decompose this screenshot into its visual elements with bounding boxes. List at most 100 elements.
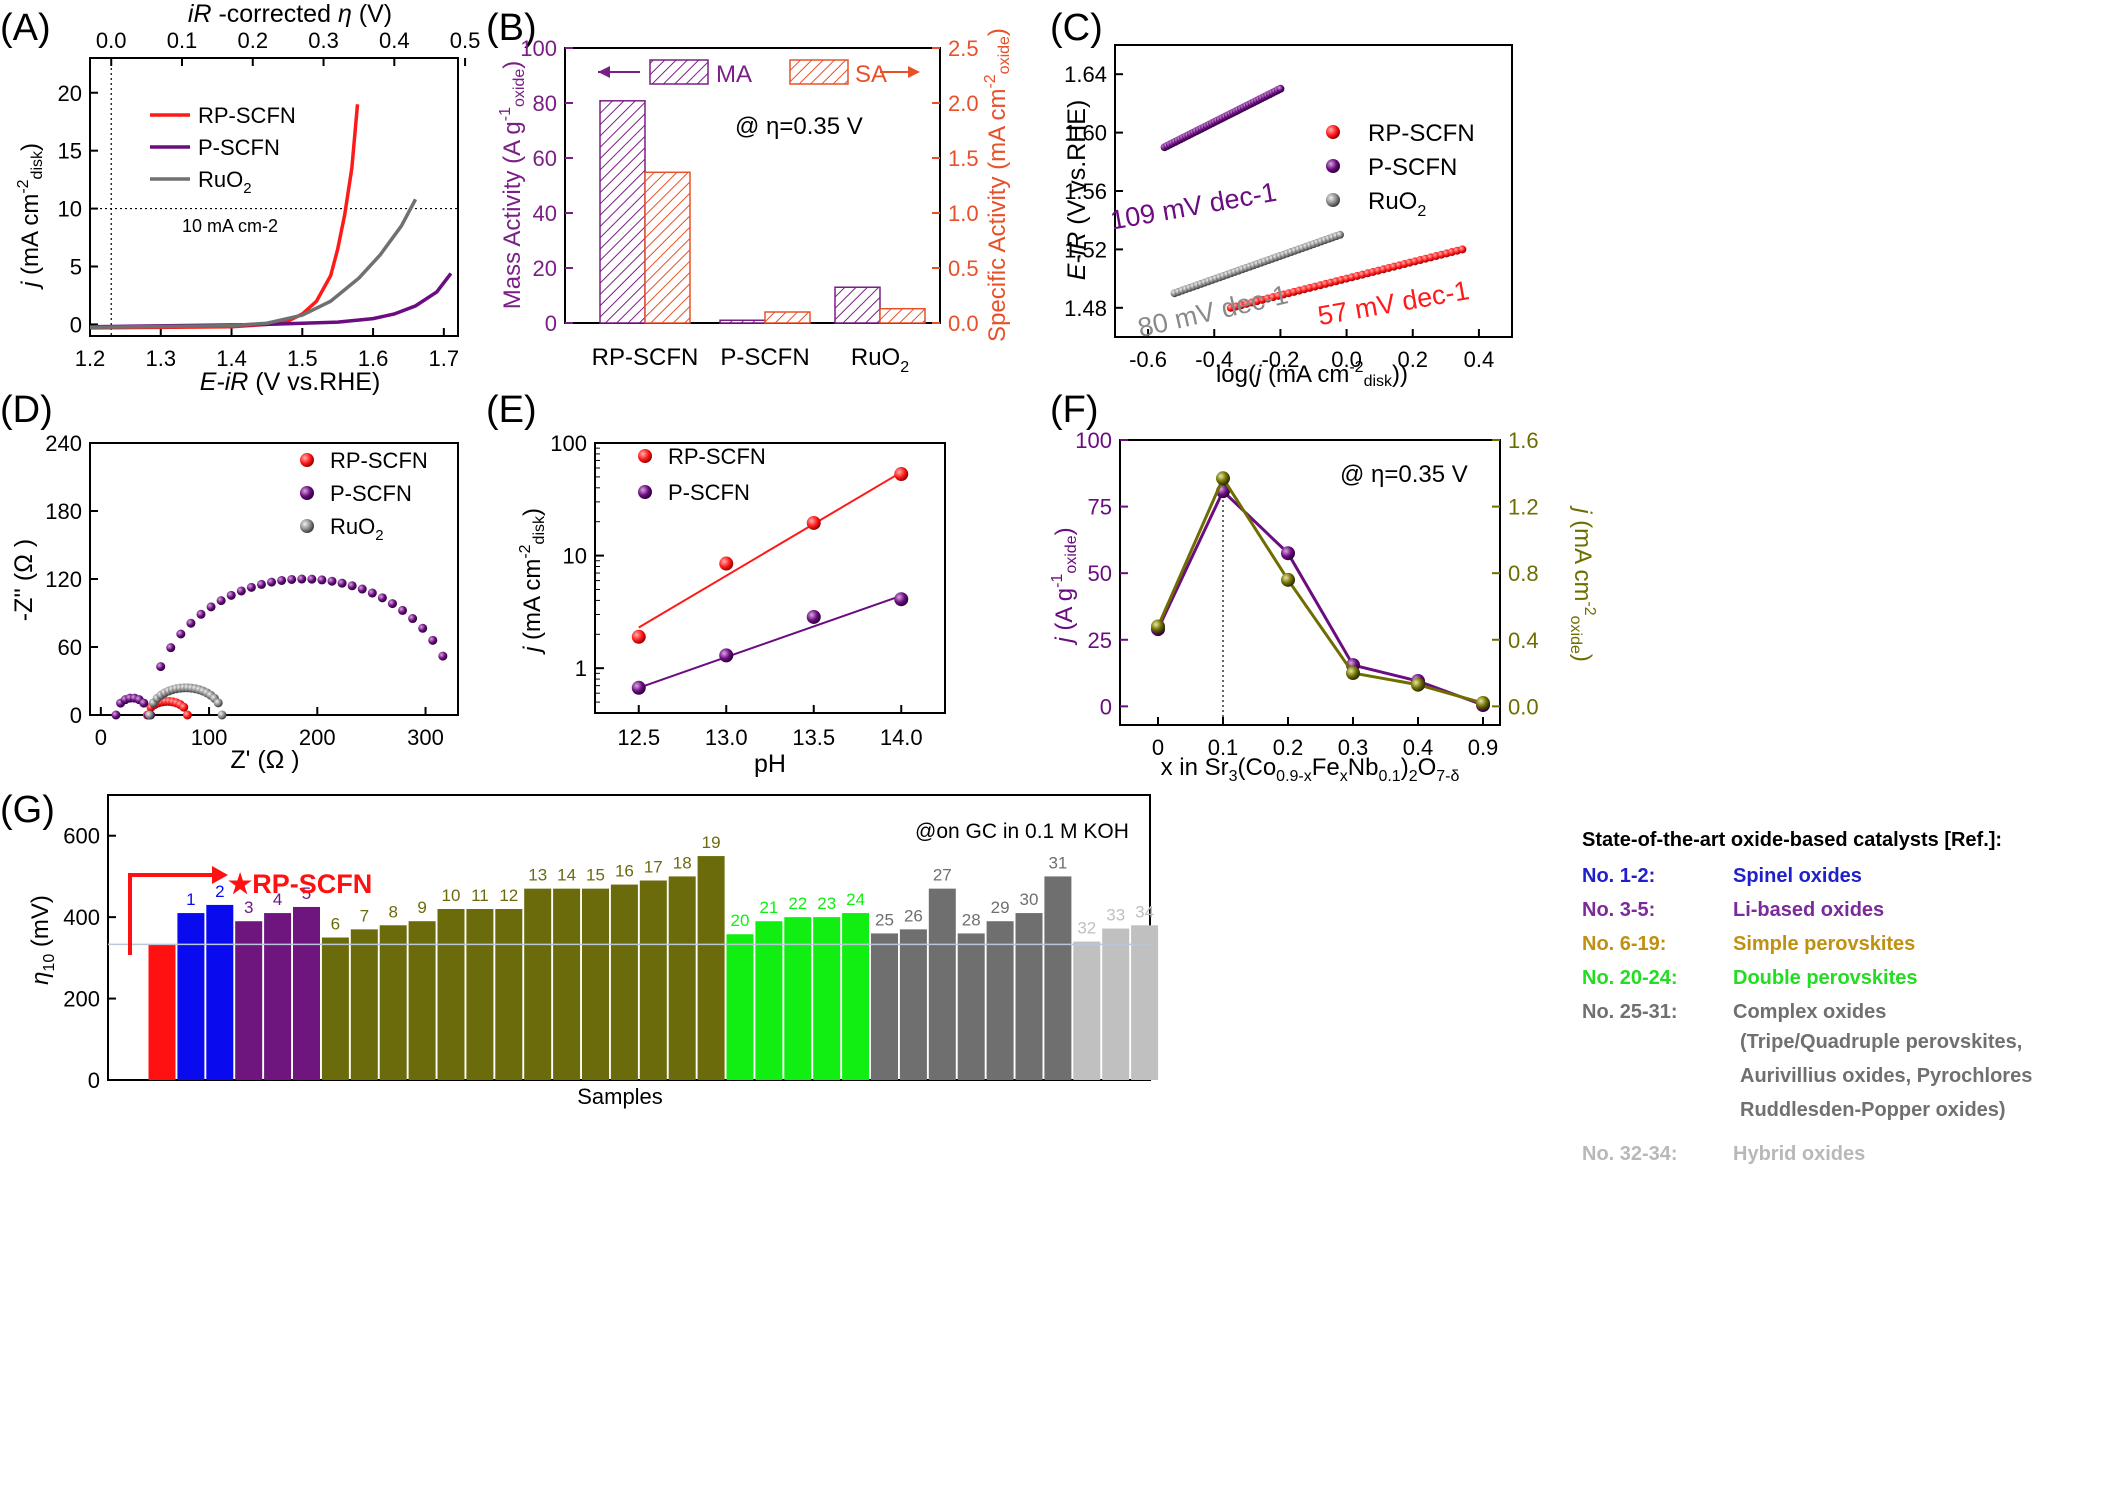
series-line-P-SCFN <box>89 272 453 329</box>
bar-number-label: 20 <box>731 911 750 930</box>
y-tick-label: 120 <box>45 567 82 592</box>
legend-marker <box>300 453 314 467</box>
panel-f-y2label: j (mA cm-2oxide) <box>1567 505 1598 662</box>
legend-row-name: Double perovskites <box>1733 967 1918 989</box>
y-tick-label: 5 <box>70 255 82 280</box>
bar-number-label: 14 <box>557 866 576 885</box>
panel-a: (A) 1.2 1.3 1.4 1.5 1.6 1.7 0 5 10 15 20 0.0 0.1 0.2 0… <box>0 0 480 396</box>
y-tick-label: 240 <box>45 431 82 456</box>
data-point-P-SCFN <box>398 605 408 615</box>
bar-number-label: 22 <box>788 894 807 913</box>
panel-e-ylabel: j (mA cm-2disk) <box>517 508 548 655</box>
data-point-P-SCFN <box>297 574 307 584</box>
panel-b-y2label: Specific Activity (mA cm-2oxide) <box>982 28 1013 342</box>
data-point-P-SCFN <box>317 575 327 585</box>
y2-tick-label: 0.8 <box>1508 561 1539 586</box>
x-tick-label: 13.0 <box>705 725 748 750</box>
y-tick-label: 10 <box>563 544 587 569</box>
top-tick-label: 0.1 <box>167 28 198 53</box>
bar-number-label: 23 <box>817 894 836 913</box>
bar-sample-23 <box>813 917 841 1080</box>
bar-sample-17 <box>639 880 667 1080</box>
series-line-specific <box>1156 475 1484 705</box>
legend-row-name: Hybrid oxides <box>1733 1143 1865 1165</box>
legend-label: P-SCFN <box>1368 154 1457 181</box>
bar-ma-RP-SCFN <box>599 100 646 324</box>
bar-number-label: 7 <box>360 906 369 925</box>
data-point-P-SCFN <box>719 648 734 663</box>
data-point-RP-SCFN <box>719 556 734 571</box>
panel-g-ylabel: η10 (mV) <box>27 895 58 985</box>
legend-row-number: No. 32-34: <box>1582 1143 1678 1165</box>
x-tick-label: 0.9 <box>1468 735 1499 760</box>
data-point-P-SCFN <box>267 577 277 587</box>
panel-c: (C) -0.6 -0.4 -0.2 0.0 0.2 0.4 1.48 1.52 1.56 1.6… <box>1050 7 1513 390</box>
legend-label: RuO2 <box>198 167 252 197</box>
bar-number-label: 13 <box>528 866 547 885</box>
legend-marker <box>300 486 314 500</box>
data-point-P-SCFN <box>166 643 176 653</box>
data-point-P-SCFN <box>206 602 216 612</box>
bar-sample-28 <box>957 933 985 1080</box>
bar-sample-10 <box>437 909 465 1080</box>
x-category-label: RP-SCFN <box>592 344 699 371</box>
data-point-specific <box>1216 471 1230 486</box>
data-point-P-SCFN <box>186 618 196 628</box>
y-tick-label: 600 <box>63 824 100 849</box>
y-tick-label: 180 <box>45 499 82 524</box>
bar-sample-9 <box>408 921 436 1080</box>
legend-label-ma: MA <box>716 61 752 88</box>
x-category-label: RuO2 <box>851 344 909 376</box>
sa-arrowhead <box>908 66 920 78</box>
data-point-P-SCFN <box>327 576 337 586</box>
y-tick-label: 0 <box>70 312 82 337</box>
panel-letter-e: (E) <box>486 389 537 431</box>
data-point-RP-SCFN <box>806 515 821 530</box>
data-point-P-SCFN <box>347 581 357 591</box>
bar-sa-RuO2 <box>879 307 926 324</box>
bar-sample-5 <box>293 906 320 1080</box>
bar-sample-1 <box>177 913 205 1080</box>
x-tick-label: 1.2 <box>75 346 106 371</box>
bar-sa-P-SCFN <box>764 311 811 324</box>
legend-swatch-sa <box>789 59 849 85</box>
bar-number-label: 16 <box>615 862 634 881</box>
y-tick-label: 1.52 <box>1064 237 1107 262</box>
y-tick-label: 20 <box>533 256 557 281</box>
y2-tick-label: 1.2 <box>1508 495 1539 520</box>
bar-number-label: 33 <box>1106 906 1125 925</box>
panel-b-ylabel: Mass Activity (A g-1oxide) <box>497 61 528 310</box>
bar-number-label: 29 <box>991 898 1010 917</box>
bar-sample-18 <box>668 876 696 1080</box>
data-point-RP-SCFN <box>894 467 909 482</box>
series-line-RuO2 <box>89 198 418 330</box>
bar-sample-16 <box>610 884 638 1080</box>
panel-a-frame <box>89 57 459 337</box>
bar-number-label: 21 <box>759 898 778 917</box>
y-tick-label: 1.64 <box>1064 62 1107 87</box>
panel-e: (E) 12.5 13.0 13.5 14.0110100RP-SCFNP-SCFN … <box>486 389 946 778</box>
data-point-P-SCFN <box>408 614 418 624</box>
data-point-P-SCFN <box>806 609 821 624</box>
panel-f-annotation: @ η=0.35 V <box>1340 461 1468 488</box>
x-tick-label: 300 <box>407 725 444 750</box>
y-tick-label: 60 <box>533 146 557 171</box>
top-tick-label: 0.5 <box>450 28 481 53</box>
bar-sample-15 <box>582 888 609 1080</box>
y-tick-label: 40 <box>533 201 557 226</box>
bar-number-label: 15 <box>586 866 605 885</box>
x-tick-label: -0.6 <box>1129 347 1167 372</box>
panel-a-xlabel: E-iR (V vs.RHE) <box>200 368 381 396</box>
bar-number-label: 25 <box>875 910 894 929</box>
bar-sample-12 <box>495 909 523 1080</box>
y2-tick-label: 1.6 <box>1508 428 1539 453</box>
x-tick-label: 12.5 <box>617 725 660 750</box>
y-tick-label: 50 <box>1088 561 1112 586</box>
y-tick-label: 0 <box>70 703 82 728</box>
fit-line-RP-SCFN <box>638 471 902 629</box>
legend-row-number: No. 20-24: <box>1582 967 1678 989</box>
y-tick-label: 100 <box>550 431 587 456</box>
top-tick-label: 0.0 <box>96 28 127 53</box>
y-tick-label: 0 <box>88 1068 100 1093</box>
